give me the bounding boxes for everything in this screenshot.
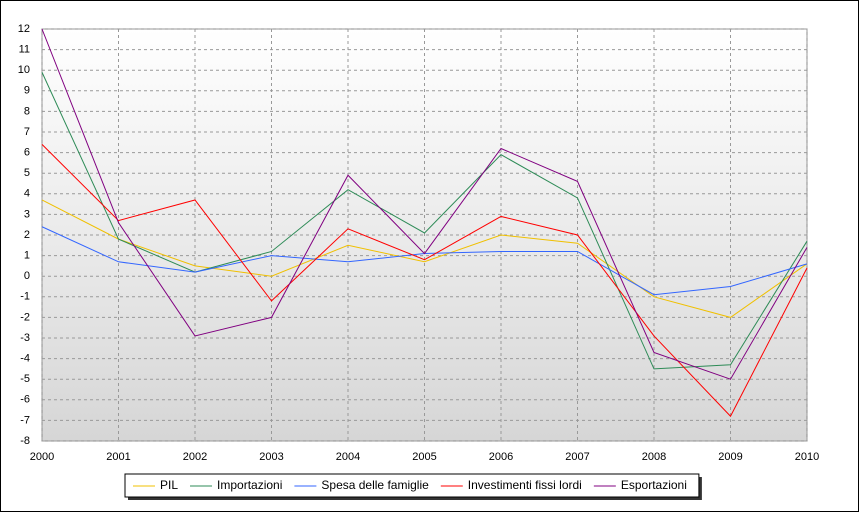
y-tick-label: 11 xyxy=(19,44,30,56)
x-tick-label: 2000 xyxy=(30,451,54,463)
y-tick-label: 3 xyxy=(24,208,30,220)
series-line xyxy=(41,28,808,380)
y-tick-label: -2 xyxy=(20,311,30,323)
legend: PIL Importazioni Spesa delle famiglie Inves… xyxy=(124,473,702,500)
legend-label: PIL xyxy=(160,478,178,492)
legend-label: Investimenti fissi lordi xyxy=(468,478,582,492)
x-tick-label: 2002 xyxy=(183,451,207,463)
y-tick-label: 8 xyxy=(24,105,30,117)
x-tick-label: 2010 xyxy=(795,451,819,463)
y-tick-label: 6 xyxy=(24,147,30,159)
x-tick-label: 2008 xyxy=(642,451,666,463)
y-tick-label: -1 xyxy=(20,291,30,303)
series-line xyxy=(41,144,808,418)
x-tick-label: 2009 xyxy=(718,451,742,463)
series-line xyxy=(41,72,808,370)
y-tick-label: -8 xyxy=(20,435,30,447)
x-tick-label: 2003 xyxy=(259,451,283,463)
y-tick-label: 0 xyxy=(24,270,30,282)
y-tick-label: -6 xyxy=(20,394,30,406)
y-tick-label: 9 xyxy=(24,85,30,97)
x-tick-label: 2006 xyxy=(489,451,513,463)
series-line xyxy=(41,199,808,318)
y-tick-label: -5 xyxy=(20,373,30,385)
y-tick-label: 1 xyxy=(24,250,30,262)
x-tick-label: 2005 xyxy=(412,451,436,463)
y-tick-label: 4 xyxy=(24,188,30,200)
y-tick-label: -4 xyxy=(20,353,30,365)
y-tick-label: 7 xyxy=(24,126,30,138)
y-tick-label: 12 xyxy=(18,23,30,35)
legend-box xyxy=(124,473,700,498)
legend-label: Spesa delle famiglie xyxy=(321,478,429,492)
x-tick-label: 2001 xyxy=(106,451,130,463)
y-tick-label: -3 xyxy=(20,332,30,344)
x-tick-label: 2007 xyxy=(565,451,589,463)
legend-label: Importazioni xyxy=(217,478,282,492)
legend-label: Esportazioni xyxy=(621,478,687,492)
y-tick-label: 2 xyxy=(24,229,30,241)
y-tick-label: 5 xyxy=(24,167,30,179)
y-tick-label: 10 xyxy=(18,64,30,76)
x-tick-label: 2004 xyxy=(336,451,360,463)
y-tick-label: -7 xyxy=(20,414,30,426)
